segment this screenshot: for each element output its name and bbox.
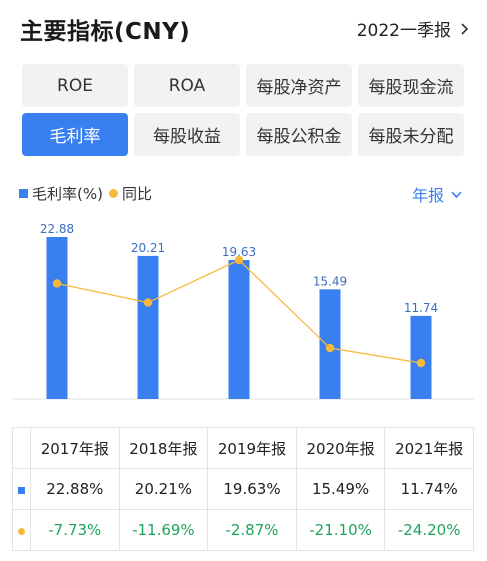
line-legend-swatch [108, 189, 118, 198]
tab-reserve-per-share[interactable]: 每股公积金 [246, 113, 352, 156]
table-header-cell: 2018年报 [118, 427, 209, 469]
table-cell: -2.87% [207, 509, 297, 551]
table-header-cell: 2021年报 [384, 427, 474, 469]
tab-roe[interactable]: ROE [22, 64, 128, 107]
line-legend-label: 同比 [121, 185, 152, 203]
bar-2018年报 [137, 255, 159, 399]
period-selector[interactable]: 2022一季报 [357, 16, 471, 41]
tab-eps[interactable]: 每股收益 [134, 113, 240, 156]
tab-gross-margin[interactable]: 毛利率 [22, 113, 128, 156]
bar-legend-swatch [19, 189, 28, 198]
header: 主要指标(CNY) 2022一季报 [20, 10, 471, 46]
table-cell: 11.74% [384, 468, 474, 510]
table-header-row: 2017年报 2018年报 2019年报 2020年报 2021年报 [12, 427, 474, 469]
chart-legend: 毛利率(%) 同比 [19, 183, 152, 204]
table-cell: 20.21% [118, 468, 209, 510]
table-cell: 22.88% [30, 468, 120, 510]
table-cell: 15.49% [295, 468, 386, 510]
frequency-selector[interactable]: 年报 [412, 182, 463, 206]
table-cell: -21.10% [295, 509, 386, 551]
bar-data-label: 22.88 [40, 222, 74, 236]
frequency-label: 年报 [411, 186, 444, 205]
table-cell: -11.69% [118, 509, 209, 551]
chevron-down-icon [451, 190, 462, 198]
bar-legend-label: 毛利率(%) [32, 185, 103, 203]
tab-net-assets-per-share[interactable]: 每股净资产 [246, 64, 352, 107]
table-header-cell: 2017年报 [30, 427, 120, 469]
yoy-point-2017年报 [52, 279, 62, 288]
yoy-point-2019年报 [234, 255, 244, 265]
table-cell: -7.73% [30, 509, 120, 551]
table-header-cell: 2020年报 [295, 427, 386, 469]
data-table: 2017年报 2018年报 2019年报 2020年报 2021年报 22.88… [12, 427, 474, 551]
bar-data-label: 11.74 [404, 301, 438, 315]
bar-data-label: 15.49 [313, 274, 347, 288]
bar-series-marker [12, 468, 31, 510]
gross-margin-chart: 22.88 20.21 19.63 15.49 11.74 [12, 222, 474, 400]
table-row-gross-margin: 22.88% 20.21% 19.63% 15.49% 11.74% [12, 468, 474, 510]
bar-data-label: 20.21 [131, 241, 165, 255]
tab-cashflow-per-share[interactable]: 每股现金流 [358, 64, 464, 107]
table-row-yoy: -7.73% -11.69% -2.87% -21.10% -24.20% [12, 509, 474, 551]
table-header-cell: 2019年报 [207, 427, 297, 469]
yoy-point-2018年报 [143, 298, 153, 307]
bar-2019年报 [228, 260, 250, 399]
bar-2021年报 [410, 315, 432, 399]
tab-roa[interactable]: ROA [134, 64, 240, 107]
chevron-right-icon [461, 22, 469, 35]
table-cell: 19.63% [207, 468, 297, 510]
yoy-point-2021年报 [416, 358, 426, 368]
period-label: 2022一季报 [356, 21, 451, 41]
bar-2017年报 [46, 237, 68, 399]
line-series-marker [12, 509, 31, 551]
table-cell: -24.20% [384, 509, 474, 551]
table-corner-cell [12, 427, 31, 469]
yoy-point-2020年报 [325, 343, 335, 353]
page-title: 主要指标(CNY) [20, 19, 191, 45]
bar-data-label: 19.63 [222, 245, 256, 259]
tab-undistributed-per-share[interactable]: 每股未分配 [358, 113, 464, 156]
